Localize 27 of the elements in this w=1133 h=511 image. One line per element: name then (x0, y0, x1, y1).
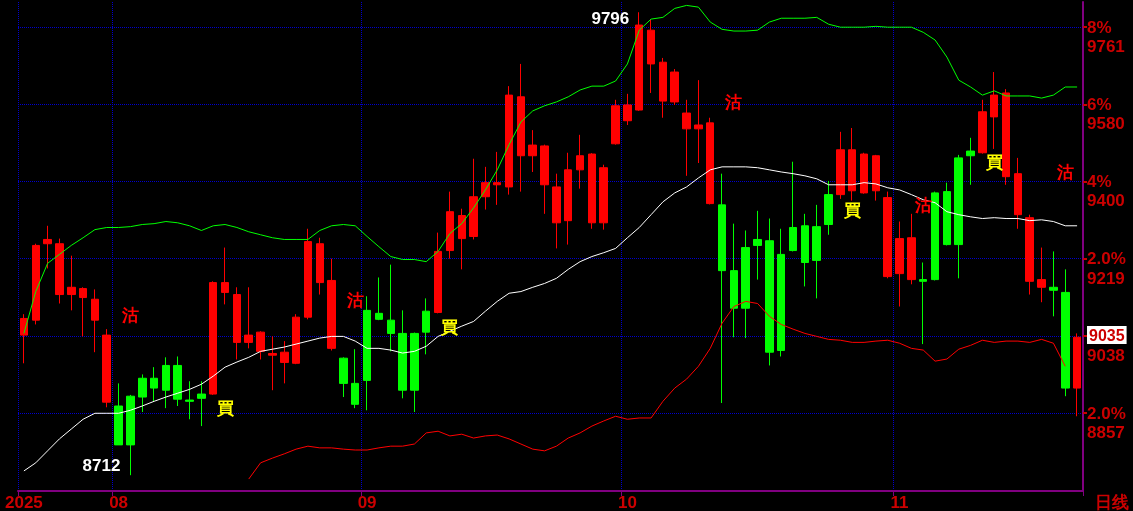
annotation: 沽 (724, 92, 743, 112)
x-tick-label: 09 (357, 493, 377, 511)
annotation: 買 (440, 317, 459, 337)
x-tick-label: 11 (890, 493, 909, 511)
x-tick-label: 2025 (5, 493, 43, 511)
x-tick-label: 08 (109, 493, 129, 511)
annotation: 沽 (1055, 162, 1074, 182)
annotation: 沽 (120, 305, 139, 325)
y-tick-label: 9038 (1087, 345, 1125, 365)
annotation: 8712 (82, 455, 121, 475)
text: 日线 (1095, 493, 1129, 511)
y-tick-label: 9580 (1087, 114, 1125, 134)
y-tick-label: 9400 (1087, 191, 1125, 211)
y2-tick-label: 4% (1087, 171, 1112, 191)
text: 9035 (1089, 326, 1125, 344)
annotation: 買 (842, 200, 861, 220)
x-tick-label: 10 (617, 493, 637, 511)
annotation: 9796 (591, 8, 630, 28)
y2-tick-label: 2.0% (1087, 249, 1126, 269)
y2-tick-label: 8% (1087, 17, 1112, 37)
y2-tick-label: 6% (1087, 94, 1112, 114)
y-tick-label: 9219 (1087, 268, 1125, 288)
annotation: 沽 (345, 290, 364, 310)
y-tick-label: 8857 (1087, 423, 1125, 443)
annotation: 買 (215, 398, 234, 418)
y-tick-label: 9761 (1087, 37, 1125, 57)
y2-tick-label: 2.0% (1087, 403, 1126, 423)
